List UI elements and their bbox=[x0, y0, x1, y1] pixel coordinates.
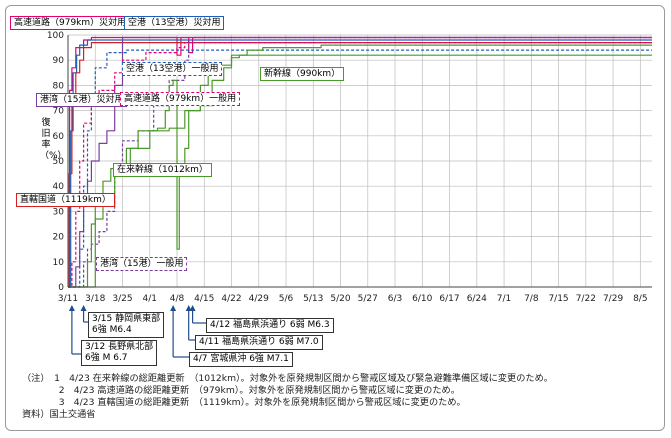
x-tick-label: 6/17 bbox=[439, 294, 459, 304]
x-tick-label: 7/29 bbox=[603, 294, 623, 304]
x-tick-label: 3/25 bbox=[112, 294, 132, 304]
earthquake-arrows bbox=[68, 305, 206, 358]
y-tick-label: 0 bbox=[58, 283, 64, 293]
x-tick-label: 7/1 bbox=[497, 294, 511, 304]
x-tick-label: 4/22 bbox=[221, 294, 241, 304]
label-zairai: 在来幹線（1012km） bbox=[113, 163, 212, 177]
label-port-ippan: 港湾（15港）一般用 bbox=[96, 257, 188, 271]
quake-0412-arrow bbox=[189, 305, 196, 311]
x-tick-label: 7/22 bbox=[576, 294, 596, 304]
x-tick-label: 5/20 bbox=[330, 294, 350, 304]
y-tick-label: 70 bbox=[53, 107, 65, 117]
footnotes: （注） 1 4/23 在来幹線の総距離更新 （1012km）。対象外を原発規制区… bbox=[22, 373, 553, 421]
label-airport-ippan: 空港（13空港）一般用 bbox=[122, 62, 223, 76]
x-tick-label: 4/29 bbox=[249, 294, 269, 304]
x-tick-label: 4/1 bbox=[143, 294, 157, 304]
label-hwy-saitai: 高速道路（979km）災対用 bbox=[10, 16, 131, 30]
label-port-saitai: 港湾（15港）災対用 bbox=[36, 93, 128, 107]
x-tick-label: 6/10 bbox=[412, 294, 432, 304]
y-tick-label: 10 bbox=[53, 258, 65, 268]
x-tick-label: 6/3 bbox=[388, 294, 402, 304]
quake-0315-line2: 6強 M6.4 bbox=[92, 325, 132, 335]
quake-0315-line1: 3/15 静岡県東部 bbox=[92, 314, 161, 324]
x-tick-label: 3/18 bbox=[85, 294, 105, 304]
quake-box-0315: 3/15 静岡県東部 6強 M6.4 bbox=[88, 312, 165, 338]
y-tick-label: 100 bbox=[47, 31, 64, 41]
quake-0312-arrow bbox=[68, 305, 75, 311]
quake-box-0412: 4/12 福島県浜通り 6弱 M6.3 bbox=[206, 318, 334, 333]
y-tick-label: 80 bbox=[53, 81, 65, 91]
quake-0312-line1: 3/12 長野県北部 bbox=[85, 342, 154, 352]
source-note: 資料）国土交通省 bbox=[22, 409, 96, 420]
label-shinkansen: 新幹線（990km） bbox=[260, 67, 345, 81]
y-tick-label: 60 bbox=[53, 132, 65, 142]
quake-0407-arrow bbox=[170, 305, 177, 311]
x-tick-label: 8/5 bbox=[633, 294, 647, 304]
label-airport-saitai: 空港（13空港）災対用 bbox=[124, 16, 225, 30]
x-tick-label: 5/6 bbox=[279, 294, 294, 304]
y-tick-label: 50 bbox=[53, 157, 65, 167]
label-hwy-ippan: 高速道路（979km）一般用 bbox=[120, 92, 241, 106]
series-line-4 bbox=[68, 36, 652, 288]
x-tick-label: 7/15 bbox=[548, 294, 568, 304]
axes: 0 10 20 30 40 50 60 70 80 90 100 3/11 3/18 3/25 4/1 4/8… bbox=[47, 31, 652, 304]
label-chokkatsu: 直轄国道（1119km） bbox=[16, 193, 115, 207]
quake-box-0411: 4/11 福島県浜通り 6弱 M7.0 bbox=[195, 335, 323, 350]
note-1: （注） 1 4/23 在来幹線の総距離更新 （1012km）。対象外を原発規制区… bbox=[22, 373, 553, 384]
x-tick-label: 5/13 bbox=[303, 294, 323, 304]
note-3: 3 4/23 直轄国道の総距離更新 （1119km）。対象外を原発規制区間から警… bbox=[22, 397, 466, 408]
x-tick-label: 7/8 bbox=[524, 294, 539, 304]
x-tick-label: 4/15 bbox=[194, 294, 214, 304]
series-line-1 bbox=[68, 39, 652, 288]
x-tick-label: 3/11 bbox=[58, 294, 78, 304]
y-axis-title: 復旧率（%） bbox=[40, 118, 67, 161]
x-tick-label: 5/27 bbox=[358, 294, 378, 304]
series-line-2 bbox=[68, 41, 652, 288]
x-tick-label: 4/8 bbox=[170, 294, 185, 304]
y-tick-label: 20 bbox=[53, 233, 65, 243]
quake-0312-line2: 6強 M 6.7 bbox=[85, 353, 128, 363]
note-2: 2 4/23 高速道路の総距離更新 （979km）。対象外を原発規制区間から警戒… bbox=[22, 385, 460, 396]
y-tick-label: 40 bbox=[53, 182, 65, 192]
quake-box-0312: 3/12 長野県北部 6強 M 6.7 bbox=[81, 340, 158, 366]
x-tick-label: 6/24 bbox=[467, 294, 487, 304]
quake-box-0407: 4/7 宮城県沖 6強 M7.1 bbox=[189, 352, 293, 367]
y-tick-label: 30 bbox=[53, 207, 65, 217]
quake-0411-arrow bbox=[185, 305, 192, 311]
y-tick-label: 90 bbox=[53, 56, 65, 66]
quake-0315-arrow bbox=[80, 305, 87, 311]
